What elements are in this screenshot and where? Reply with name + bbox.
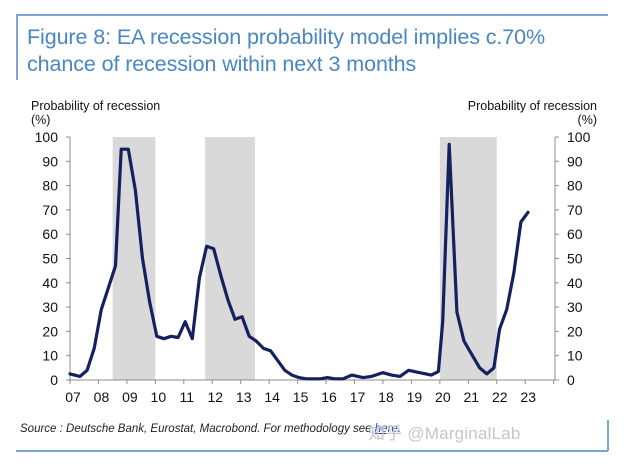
y-tick-label-left: 10 [42, 348, 58, 364]
y-tick-label-left: 80 [42, 178, 58, 194]
y-tick-label-left: 60 [42, 226, 58, 242]
x-tick-label: 16 [321, 389, 337, 405]
y-tick-label-left: 20 [42, 323, 58, 339]
y-axis-label-left: Probability of recession (%) [31, 99, 160, 127]
y-axis-label-left-line1: Probability of recession [31, 99, 161, 113]
x-tick-label: 23 [520, 389, 536, 405]
y-tick-label-right: 100 [567, 129, 591, 145]
x-tick-label: 15 [293, 389, 309, 405]
y-tick-label-left: 70 [42, 202, 58, 218]
series-line-1 [68, 142, 530, 381]
frame-bottom-border [16, 450, 608, 452]
figure-title: Figure 8: EA recession probability model… [27, 25, 546, 76]
y-tick-label-left: 0 [50, 372, 58, 388]
x-tick-label: 14 [264, 389, 280, 405]
y-axis-label-left-line2: (%) [31, 113, 51, 127]
x-tick-label: 12 [207, 389, 223, 405]
y-tick-label-right: 90 [567, 153, 583, 169]
y-tick-label-right: 70 [567, 202, 583, 218]
x-tick-label: 17 [350, 389, 366, 405]
x-tick-label: 21 [464, 389, 480, 405]
frame-right-border [607, 420, 609, 451]
y-axis-label-right-line1: Probability of recession [467, 99, 597, 113]
x-tick-label: 20 [435, 389, 451, 405]
y-tick-label-left: 40 [42, 275, 58, 291]
x-tick-label: 18 [378, 389, 394, 405]
y-tick-label-left: 30 [42, 299, 58, 315]
y-tick-label-right: 40 [567, 275, 583, 291]
recession-shading-group [112, 137, 497, 380]
x-tick-label: 08 [94, 389, 110, 405]
y-tick-label-right: 60 [567, 226, 583, 242]
x-tick-label: 13 [236, 389, 252, 405]
x-tick-label: 07 [65, 389, 81, 405]
x-tick-label: 11 [180, 389, 195, 405]
frame-left-border [16, 14, 18, 80]
source-note: Source : Deutsche Bank, Eurostat, Macrob… [20, 423, 401, 435]
recession-shade-2 [205, 137, 255, 380]
y-tick-label-right: 0 [567, 372, 575, 388]
x-tick-label: 19 [407, 389, 423, 405]
y-tick-label-right: 10 [567, 348, 583, 364]
source-text: Source : Deutsche Bank, Eurostat, Macrob… [20, 423, 375, 435]
y-tick-label-right: 20 [567, 323, 583, 339]
y-axis-label-right-line2: (%) [577, 113, 597, 127]
y-tick-label-right: 50 [567, 251, 583, 267]
x-tick-label: 22 [492, 389, 508, 405]
y-tick-label-right: 80 [567, 178, 583, 194]
x-tick-label: 09 [122, 389, 138, 405]
y-tick-label-left: 100 [35, 129, 59, 145]
series-group [68, 142, 530, 381]
frame-top-border [16, 14, 608, 16]
watermark: 知乎 @MarginalLab [368, 424, 521, 443]
source-suffix: . [397, 423, 402, 435]
y-axis-label-right: Probability of recession (%) [468, 99, 597, 127]
x-tick-label: 10 [151, 389, 167, 405]
y-tick-label-left: 90 [42, 153, 58, 169]
y-tick-label-left: 50 [42, 251, 58, 267]
y-tick-label-right: 30 [567, 299, 583, 315]
methodology-link[interactable]: here [374, 423, 398, 435]
